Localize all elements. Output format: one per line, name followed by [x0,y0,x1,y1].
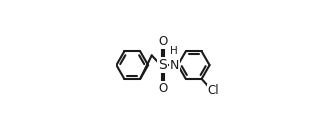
Text: O: O [158,35,168,48]
Text: S: S [159,58,167,72]
Text: O: O [158,82,168,95]
Text: H: H [170,46,177,56]
Text: N: N [170,59,179,72]
Text: Cl: Cl [207,84,219,97]
